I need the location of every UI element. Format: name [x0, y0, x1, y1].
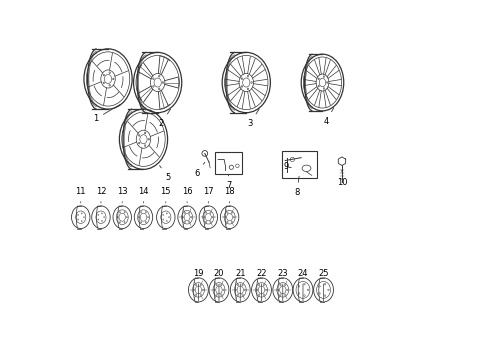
Text: 14: 14: [138, 187, 148, 203]
Text: 3: 3: [246, 109, 259, 128]
Bar: [215, 152, 242, 174]
Text: 10: 10: [336, 170, 346, 187]
Text: 7: 7: [225, 175, 231, 190]
Text: 16: 16: [182, 187, 192, 203]
Text: 2: 2: [158, 109, 170, 128]
Bar: [281, 152, 317, 178]
Text: 18: 18: [224, 187, 234, 203]
Text: 22: 22: [256, 269, 266, 301]
Text: 21: 21: [235, 269, 245, 301]
Text: 5: 5: [159, 166, 171, 182]
Text: 11: 11: [75, 187, 86, 203]
Text: 24: 24: [297, 269, 307, 301]
Text: 13: 13: [117, 187, 127, 203]
Text: 19: 19: [193, 269, 203, 301]
Text: 1: 1: [93, 104, 120, 123]
Text: 15: 15: [160, 187, 171, 203]
Text: 17: 17: [203, 187, 213, 203]
Text: 12: 12: [96, 187, 106, 203]
Text: 20: 20: [213, 269, 224, 301]
Text: 8: 8: [294, 176, 299, 197]
Text: 6: 6: [194, 162, 204, 178]
Text: 4: 4: [323, 108, 333, 126]
Text: 25: 25: [318, 269, 328, 301]
Text: 9: 9: [283, 162, 291, 171]
Text: 23: 23: [277, 269, 287, 301]
